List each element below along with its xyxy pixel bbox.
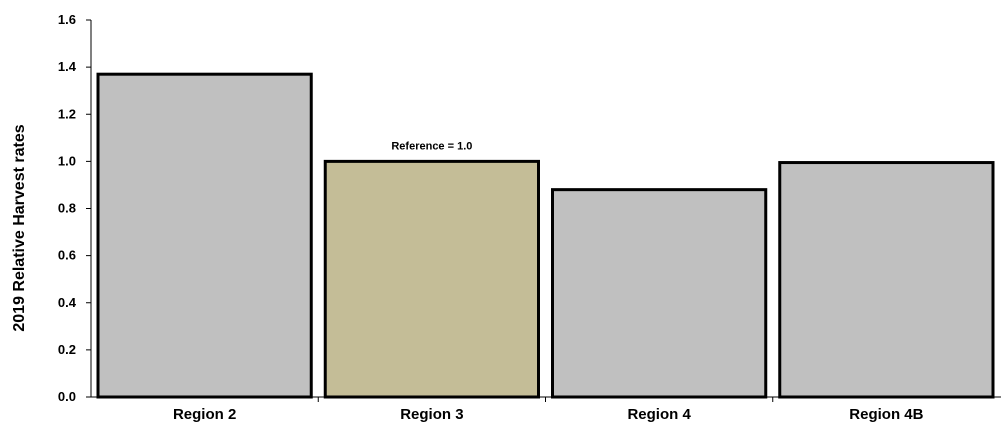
y-tick-label: 1.6: [58, 12, 76, 27]
y-axis-title: 2019 Relative Harvest rates: [11, 124, 28, 331]
reference-annotation: Reference = 1.0: [391, 140, 472, 152]
x-category-label: Region 3: [400, 406, 463, 423]
bar-region-4: [551, 188, 768, 399]
y-tick-label: 1.0: [58, 153, 76, 168]
y-tick-label: 0.2: [58, 342, 76, 357]
y-tick-label: 0.8: [58, 201, 76, 216]
y-tick-label: 0.0: [58, 389, 76, 404]
bar-region-3: [323, 159, 540, 399]
annotations-group: Reference = 1.0: [391, 140, 472, 152]
bars-group: [96, 72, 995, 399]
y-tick-label: 0.6: [58, 248, 76, 263]
y-tick-label: 0.4: [58, 295, 77, 310]
y-tick-label: 1.2: [58, 106, 76, 121]
x-category-label: Region 4B: [849, 406, 923, 423]
category-labels-group: Region 2 Region 3 Region 4 Region 4B: [173, 397, 924, 423]
bar-region-2: [96, 72, 313, 399]
y-axis-ticks: 0.0 0.2 0.4 0.6 0.8 1.0 1.2 1.4 1.6: [58, 12, 91, 404]
bar-region-4b: [778, 161, 995, 399]
y-tick-label: 1.4: [58, 59, 77, 74]
x-category-label: Region 4: [627, 406, 691, 423]
x-category-label: Region 2: [173, 406, 236, 423]
